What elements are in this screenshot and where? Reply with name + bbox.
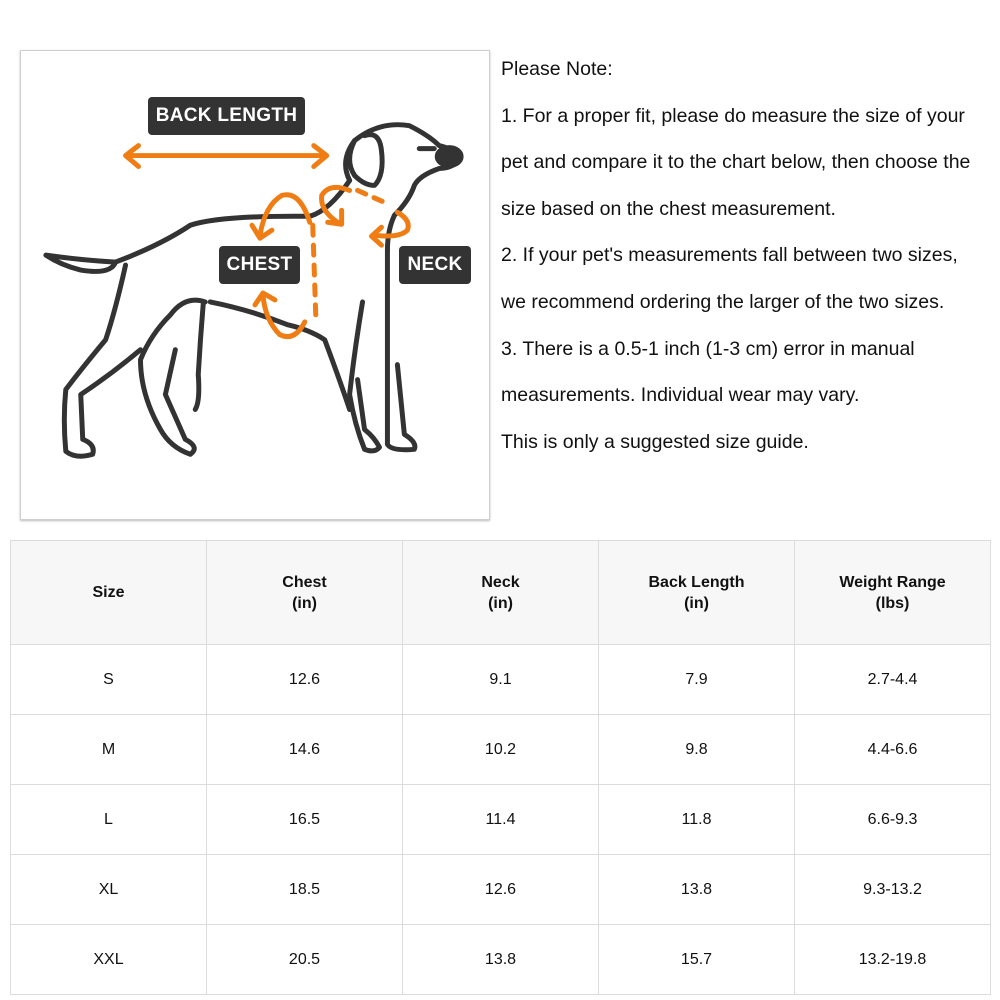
table-cell: XL <box>10 854 207 925</box>
column-header-title: Weight Range <box>839 573 946 591</box>
size-notes: Please Note: 1. For a proper fit, please… <box>501 46 1000 465</box>
column-header: Neck (in) <box>402 540 599 645</box>
note-line: pet and compare it to the chart below, t… <box>501 151 971 174</box>
table-cell: 7.9 <box>598 644 795 715</box>
table-cell: 10.2 <box>402 714 599 785</box>
table-cell: M <box>10 714 207 785</box>
dog-outline-illustration <box>43 122 464 459</box>
column-header-unit: (lbs) <box>875 594 910 612</box>
note-line: measurements. Individual wear may vary. <box>501 384 860 407</box>
table-cell: 4.4-6.6 <box>794 714 991 785</box>
table-cell: S <box>10 644 207 715</box>
table-cell: 13.2-19.8 <box>794 924 991 995</box>
column-header: Chest (in) <box>206 540 403 645</box>
note-line: 1. For a proper fit, please do measure t… <box>501 104 965 127</box>
column-header-unit: (in) <box>488 594 513 612</box>
column-header-title: Back Length <box>648 573 745 591</box>
column-header: Size <box>10 540 207 645</box>
table-row: XL 18.5 12.6 13.8 9.3-13.2 <box>10 854 991 925</box>
table-cell: 13.8 <box>598 854 795 925</box>
neck-label: NECK <box>399 246 471 284</box>
table-cell: 11.8 <box>598 784 795 855</box>
table-row: XXL 20.5 13.8 15.7 13.2-19.8 <box>10 924 991 995</box>
note-line: size based on the chest measurement. <box>501 197 836 220</box>
note-line: 3. There is a 0.5-1 inch (1-3 cm) error … <box>501 337 915 360</box>
column-header-title: Neck <box>481 573 520 591</box>
column-header-unit: (in) <box>684 594 709 612</box>
table-cell: L <box>10 784 207 855</box>
column-header-unit: (in) <box>292 594 317 612</box>
table-cell: 2.7-4.4 <box>794 644 991 715</box>
note-line: we recommend ordering the larger of the … <box>501 290 945 313</box>
table-cell: 12.6 <box>402 854 599 925</box>
chest-label: CHEST <box>219 246 300 284</box>
table-cell: 6.6-9.3 <box>794 784 991 855</box>
dog-measurement-diagram: BACK LENGTH CHEST NECK <box>20 50 490 520</box>
table-cell: 12.6 <box>206 644 403 715</box>
note-line: This is only a suggested size guide. <box>501 430 809 453</box>
table-cell: 11.4 <box>402 784 599 855</box>
table-cell: 13.8 <box>402 924 599 995</box>
column-header-title: Chest <box>282 573 327 591</box>
notes-heading: Please Note: <box>501 58 613 80</box>
table-body: S 12.6 9.1 7.9 2.7-4.4 M 14.6 10.2 9.8 4.4-6.6 L 16… <box>10 644 991 995</box>
column-header: Back Length (in) <box>598 540 795 645</box>
column-header-title: Size <box>92 584 125 601</box>
size-chart-table: Size Chest (in) Neck (in) Back Length (in) Weig… <box>10 540 991 995</box>
table-header-row: Size Chest (in) Neck (in) Back Length (in) Weig… <box>10 540 991 645</box>
table-cell: 16.5 <box>206 784 403 855</box>
back-length-label: BACK LENGTH <box>148 97 305 135</box>
table-row: L 16.5 11.4 11.8 6.6-9.3 <box>10 784 991 855</box>
table-cell: 9.1 <box>402 644 599 715</box>
table-cell: 18.5 <box>206 854 403 925</box>
table-cell: XXL <box>10 924 207 995</box>
table-cell: 15.7 <box>598 924 795 995</box>
table-row: S 12.6 9.1 7.9 2.7-4.4 <box>10 644 991 715</box>
table-cell: 9.3-13.2 <box>794 854 991 925</box>
table-row: M 14.6 10.2 9.8 4.4-6.6 <box>10 714 991 785</box>
note-line: 2. If your pet's measurements fall betwe… <box>501 244 958 267</box>
table-cell: 14.6 <box>206 714 403 785</box>
table-cell: 9.8 <box>598 714 795 785</box>
table-cell: 20.5 <box>206 924 403 995</box>
column-header: Weight Range (lbs) <box>794 540 991 645</box>
